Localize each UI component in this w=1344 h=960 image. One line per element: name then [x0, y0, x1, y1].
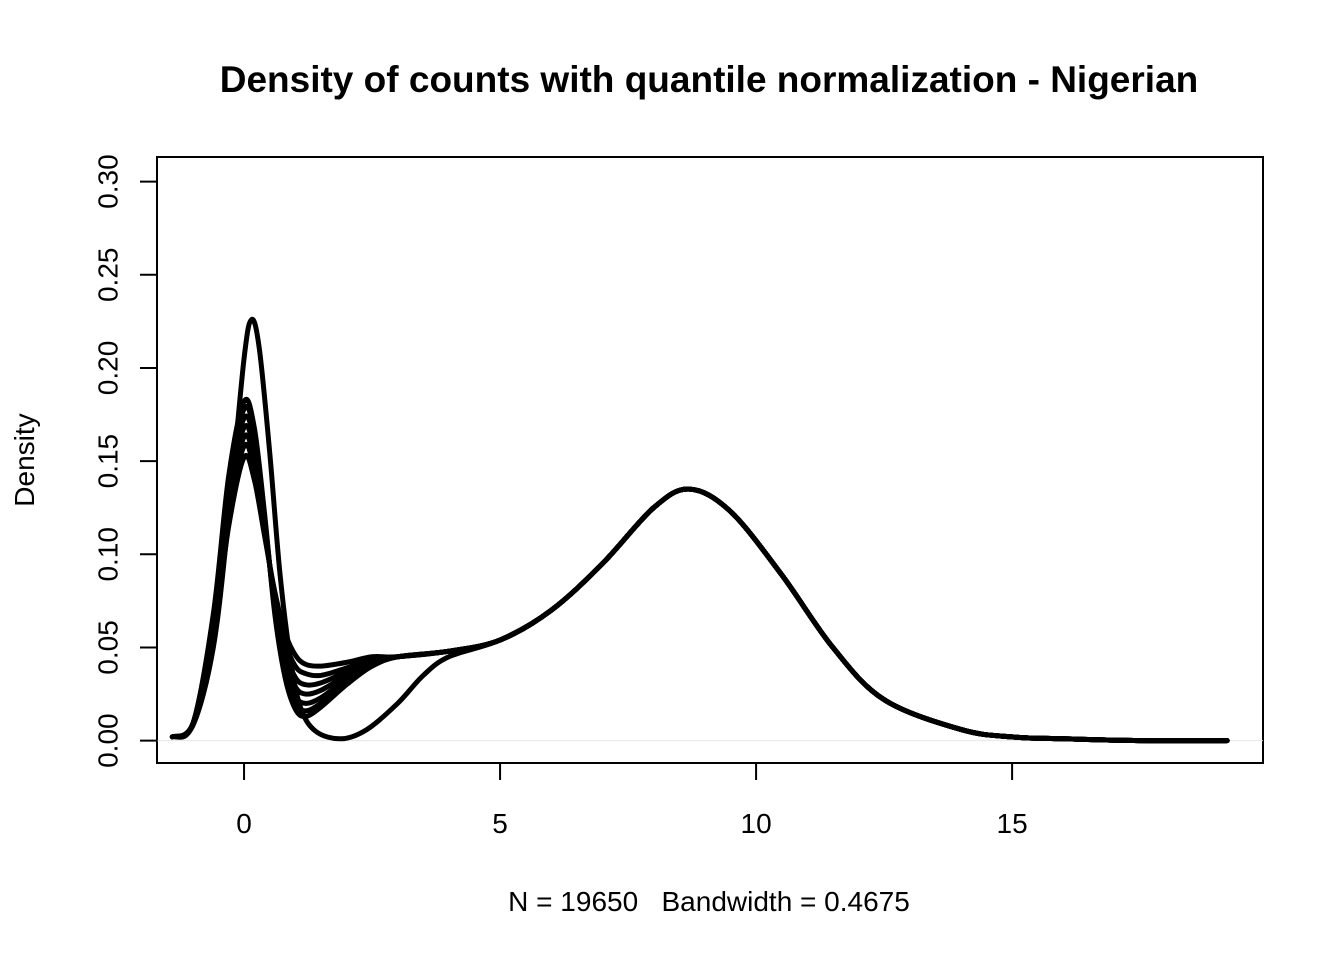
chart-title: Density of counts with quantile normaliz… [220, 59, 1199, 100]
x-tick-label: 5 [492, 808, 508, 839]
density-line-5 [169, 413, 1230, 744]
x-axis-label: N = 19650 Bandwidth = 0.4675 [508, 886, 910, 917]
x-tick-label: 10 [741, 808, 772, 839]
y-axis-label: Density [9, 413, 40, 506]
y-tick-label: 0.05 [92, 620, 123, 675]
y-tick-label: 0.15 [92, 434, 123, 489]
y-tick-label: 0.00 [92, 713, 123, 768]
y-tick-label: 0.30 [92, 154, 123, 209]
x-tick-label: 0 [236, 808, 252, 839]
y-axis: 0.00 0.05 0.10 0.15 0.20 0.25 0.30 [92, 154, 158, 768]
x-axis: 0 5 10 15 [236, 762, 1028, 839]
series-layer [169, 316, 1230, 744]
x-tick-label: 15 [997, 808, 1028, 839]
plot-frame [156, 156, 1264, 764]
y-tick-label: 0.25 [92, 248, 123, 303]
y-tick-label: 0.10 [92, 527, 123, 582]
density-line-8 [169, 316, 1230, 744]
y-tick-label: 0.20 [92, 341, 123, 396]
